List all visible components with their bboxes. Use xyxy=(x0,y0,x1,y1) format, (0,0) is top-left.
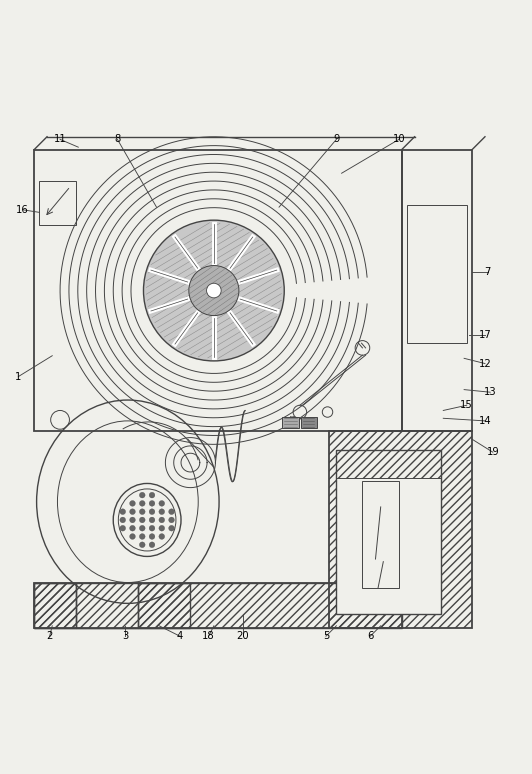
Bar xyxy=(39,181,76,225)
Circle shape xyxy=(120,526,126,531)
Text: 17: 17 xyxy=(479,330,492,340)
Ellipse shape xyxy=(118,489,176,551)
Circle shape xyxy=(169,509,174,515)
Circle shape xyxy=(130,517,135,522)
Text: 1: 1 xyxy=(15,372,21,382)
Circle shape xyxy=(149,526,155,531)
Bar xyxy=(76,583,138,628)
Text: 20: 20 xyxy=(236,632,249,641)
Bar xyxy=(301,416,317,428)
Circle shape xyxy=(139,517,145,522)
Bar xyxy=(34,150,402,431)
Text: 14: 14 xyxy=(479,416,491,426)
Circle shape xyxy=(130,501,135,506)
Bar xyxy=(34,583,76,628)
Bar xyxy=(402,150,472,431)
Circle shape xyxy=(169,526,174,531)
Circle shape xyxy=(139,526,145,531)
Text: 10: 10 xyxy=(393,135,405,145)
Circle shape xyxy=(189,265,239,316)
Bar xyxy=(329,431,472,628)
Circle shape xyxy=(120,509,126,515)
Circle shape xyxy=(130,526,135,531)
Circle shape xyxy=(144,220,284,361)
Text: 3: 3 xyxy=(122,632,128,641)
Text: 11: 11 xyxy=(54,135,66,145)
Text: 2: 2 xyxy=(46,632,53,641)
Bar xyxy=(407,204,467,343)
Circle shape xyxy=(139,509,145,515)
Bar xyxy=(34,583,402,628)
Text: 9: 9 xyxy=(333,135,339,145)
Circle shape xyxy=(139,542,145,548)
Circle shape xyxy=(149,501,155,506)
Bar xyxy=(336,450,440,478)
Bar xyxy=(282,416,299,428)
Circle shape xyxy=(159,533,164,539)
Circle shape xyxy=(159,526,164,531)
Circle shape xyxy=(139,492,145,498)
Circle shape xyxy=(120,517,126,522)
Ellipse shape xyxy=(113,484,181,557)
Text: 7: 7 xyxy=(485,267,491,277)
Text: 4: 4 xyxy=(177,632,183,641)
Bar xyxy=(336,450,440,614)
Text: 15: 15 xyxy=(460,400,473,410)
Circle shape xyxy=(130,509,135,515)
Circle shape xyxy=(159,517,164,522)
Circle shape xyxy=(139,501,145,506)
Circle shape xyxy=(169,517,174,522)
Text: 8: 8 xyxy=(114,135,121,145)
Text: 19: 19 xyxy=(486,447,499,457)
Circle shape xyxy=(206,283,221,298)
Text: 12: 12 xyxy=(479,358,492,368)
Circle shape xyxy=(159,509,164,515)
Circle shape xyxy=(139,533,145,539)
Text: 5: 5 xyxy=(323,632,329,641)
Text: 13: 13 xyxy=(484,387,496,397)
Circle shape xyxy=(159,501,164,506)
Circle shape xyxy=(149,492,155,498)
Text: 6: 6 xyxy=(367,632,373,641)
Bar xyxy=(76,583,138,628)
Text: 18: 18 xyxy=(202,632,215,641)
Circle shape xyxy=(130,533,135,539)
Bar xyxy=(362,481,399,587)
Circle shape xyxy=(149,517,155,522)
Text: 16: 16 xyxy=(16,205,29,214)
Circle shape xyxy=(149,533,155,539)
Bar xyxy=(34,583,402,628)
Bar xyxy=(138,583,190,628)
Circle shape xyxy=(149,542,155,548)
Circle shape xyxy=(149,509,155,515)
